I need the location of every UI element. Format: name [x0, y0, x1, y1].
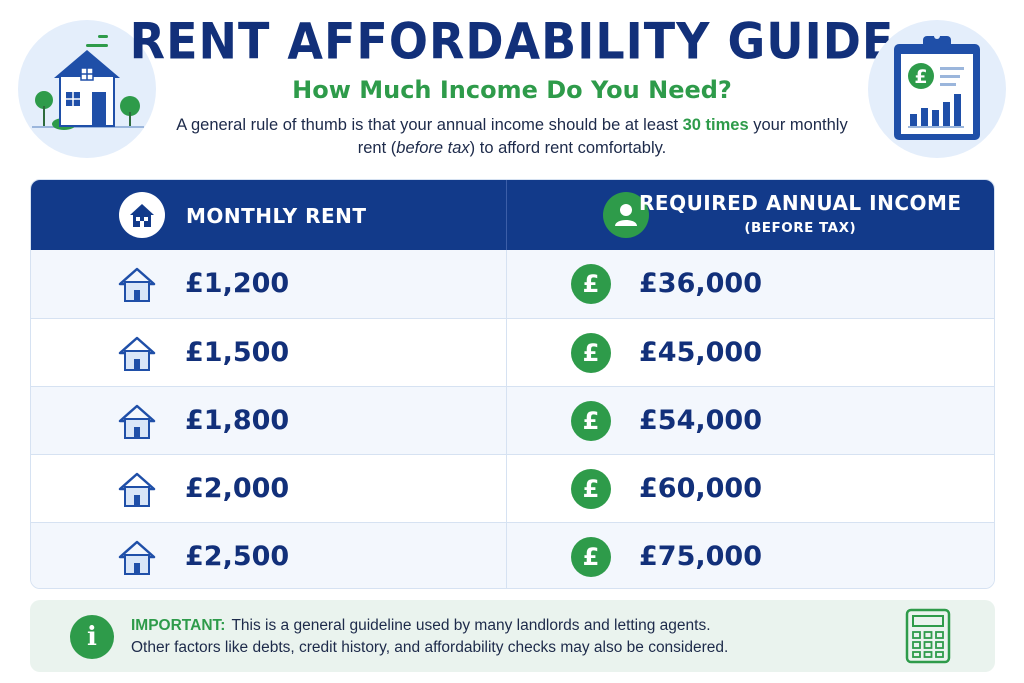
intro-text: A general rule of thumb is that your ann…: [176, 116, 848, 157]
table-row: £2,500 £ £75,000: [31, 522, 994, 588]
page-subtitle: How Much Income Do You Need?: [292, 76, 732, 104]
info-icon: i: [70, 615, 114, 659]
pound-icon: £: [571, 401, 611, 441]
table-row: £2,000 £ £60,000: [31, 454, 994, 523]
cell-divider: [506, 387, 507, 455]
cell-divider: [506, 523, 507, 588]
header-divider: [506, 180, 507, 250]
clipboard-chart-pound-icon: £: [868, 20, 1006, 158]
house-icon: [119, 192, 165, 238]
table-row: £1,800 £ £54,000: [31, 386, 994, 455]
svg-text:£: £: [914, 66, 927, 88]
pound-icon: £: [571, 264, 611, 304]
required-income-value: £54,000: [639, 405, 762, 436]
house-icon: [117, 265, 157, 309]
cell-divider: [506, 319, 507, 387]
important-note: i IMPORTANT: This is a general guideline …: [30, 600, 995, 672]
house-icon: [117, 470, 157, 514]
required-income-value: £45,000: [639, 337, 762, 368]
intro-italic: before tax: [396, 139, 470, 157]
pound-icon: £: [571, 333, 611, 373]
page-title: RENT AFFORDABILITY GUIDE: [129, 11, 895, 71]
affordability-table: MONTHLY RENT REQUIRED ANNUAL INCOME (BEF…: [30, 179, 995, 589]
table-header: MONTHLY RENT REQUIRED ANNUAL INCOME (BEF…: [31, 180, 994, 250]
note-label: IMPORTANT:: [131, 617, 226, 634]
header: RENT AFFORDABILITY GUIDE How Much Income…: [0, 0, 1024, 170]
monthly-rent-value: £2,000: [185, 473, 290, 504]
monthly-rent-value: £1,200: [185, 268, 290, 299]
column-label-income: REQUIRED ANNUAL INCOME (BEFORE TAX): [639, 191, 962, 236]
title-dash-left: [85, 35, 108, 47]
house-with-trees-icon: [18, 20, 156, 158]
column-header-required-income: REQUIRED ANNUAL INCOME (BEFORE TAX): [507, 180, 994, 250]
person-icon: [603, 192, 649, 238]
cell-divider: [506, 250, 507, 318]
required-income-value: £36,000: [639, 268, 762, 299]
pound-icon: £: [571, 469, 611, 509]
monthly-rent-value: £2,500: [185, 541, 290, 572]
intro-highlight: 30 times: [682, 116, 749, 134]
column-label-rent: MONTHLY RENT: [186, 204, 367, 228]
table-body: £1,200 £ £36,000 £1,500 £ £45,000 £1,800 £ £54,0…: [31, 250, 994, 588]
note-line2: Other factors like debts, credit history…: [131, 639, 729, 656]
table-row: £1,200 £ £36,000: [31, 250, 994, 318]
table-row: £1,500 £ £45,000: [31, 318, 994, 387]
calculator-icon: [903, 608, 953, 668]
pound-icon: £: [571, 537, 611, 577]
cell-divider: [506, 455, 507, 523]
house-icon: [117, 538, 157, 582]
note-line1: This is a general guideline used by many…: [231, 617, 711, 634]
column-label-income-sub: (BEFORE TAX): [744, 220, 857, 236]
house-icon: [117, 334, 157, 378]
monthly-rent-value: £1,500: [185, 337, 290, 368]
note-text: IMPORTANT: This is a general guideline us…: [131, 615, 891, 659]
required-income-value: £75,000: [639, 541, 762, 572]
column-header-monthly-rent: MONTHLY RENT: [31, 180, 506, 250]
monthly-rent-value: £1,800: [185, 405, 290, 436]
required-income-value: £60,000: [639, 473, 762, 504]
house-icon: [117, 402, 157, 446]
title-row: RENT AFFORDABILITY GUIDE: [0, 11, 1024, 71]
